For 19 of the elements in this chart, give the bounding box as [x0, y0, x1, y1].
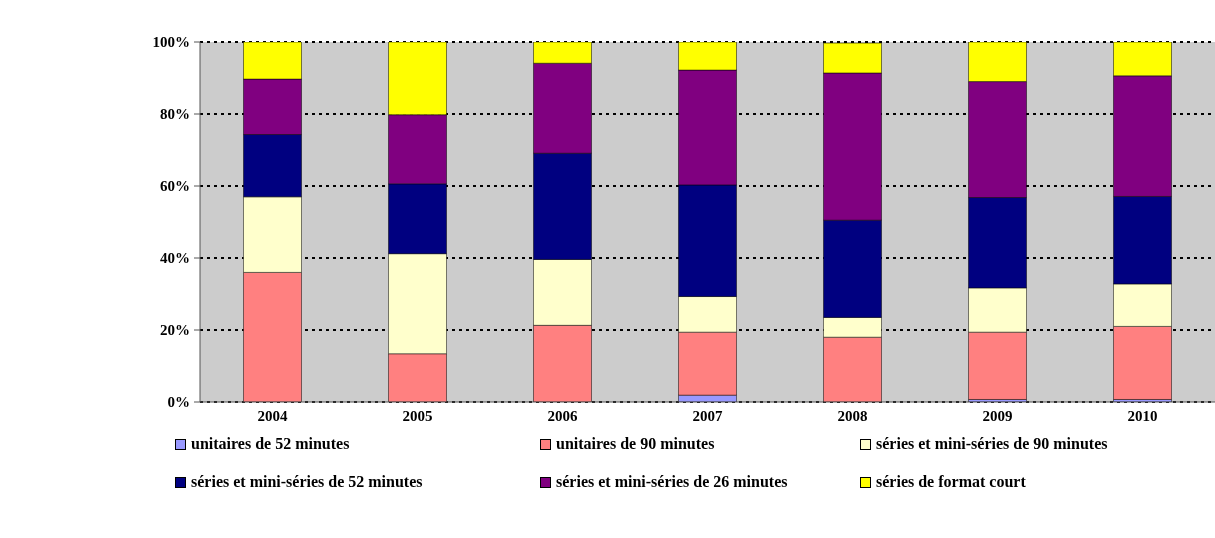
y-tick-label: 100% — [152, 34, 190, 51]
x-tick-label: 2004 — [257, 407, 288, 424]
x-tick-label: 2005 — [402, 407, 433, 424]
x-tick-label: 2009 — [982, 407, 1013, 424]
legend-label: séries et mini-séries de 52 minutes — [191, 473, 423, 491]
x-tick-label: 2006 — [547, 407, 578, 424]
x-tick-label: 2010 — [1127, 407, 1158, 424]
x-tick-label: 2008 — [837, 407, 868, 424]
x-tick-label: 2007 — [692, 407, 723, 424]
y-tick-label: 60% — [160, 178, 190, 195]
legend-label: unitaires de 90 minutes — [556, 435, 715, 453]
legend-label: séries et mini-séries de 90 minutes — [876, 435, 1108, 453]
y-tick-label: 20% — [160, 322, 190, 339]
y-tick-label: 40% — [160, 250, 190, 267]
y-tick-label: 80% — [160, 106, 190, 123]
legend-label: séries et mini-séries de 26 minutes — [556, 473, 788, 491]
y-tick-label: 0% — [167, 394, 190, 411]
legend-label: unitaires de 52 minutes — [191, 435, 350, 453]
legend-label: séries de format court — [876, 473, 1026, 491]
